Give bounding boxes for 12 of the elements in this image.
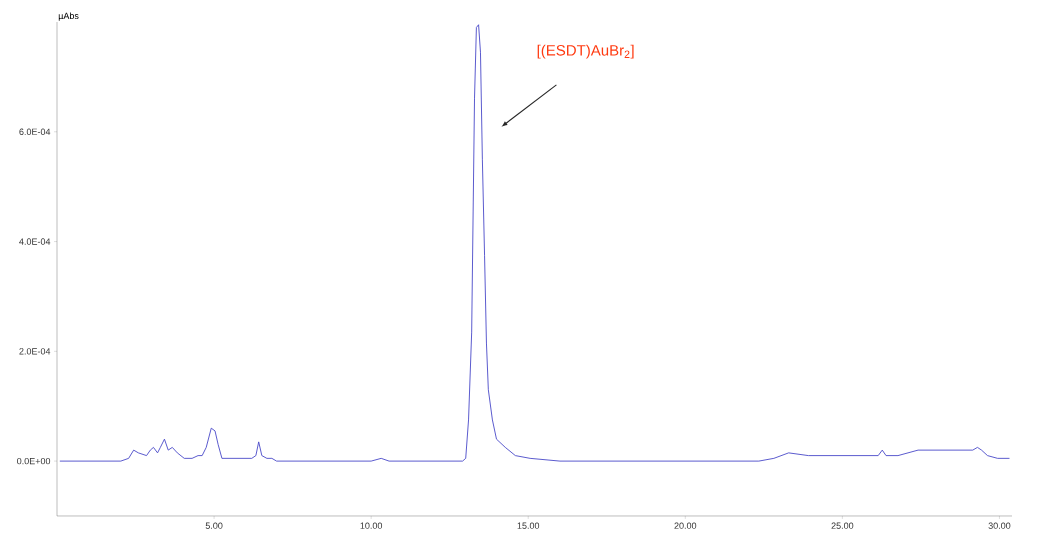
x-tick-label: 10.00 [360, 522, 383, 529]
y-tick-label: 0.0E+00 [17, 457, 51, 465]
annotation: [(ESDT)AuBr$_{2}$] [537, 44, 634, 59]
y-tick-label: 2.0E-04 [19, 348, 51, 355]
x-tick-label: 15.00 [517, 522, 540, 529]
x-tick-label: 5.00 [205, 522, 223, 529]
y-tick-label: 4.0E-04 [19, 238, 51, 245]
x-tick-label: 30.00 [988, 522, 1011, 529]
y-tick-label: 6.0E-04 [19, 128, 51, 135]
y-axis-title: µAbs [58, 12, 79, 21]
x-tick-label: 20.00 [674, 522, 697, 529]
x-tick-label: 25.00 [831, 522, 854, 529]
